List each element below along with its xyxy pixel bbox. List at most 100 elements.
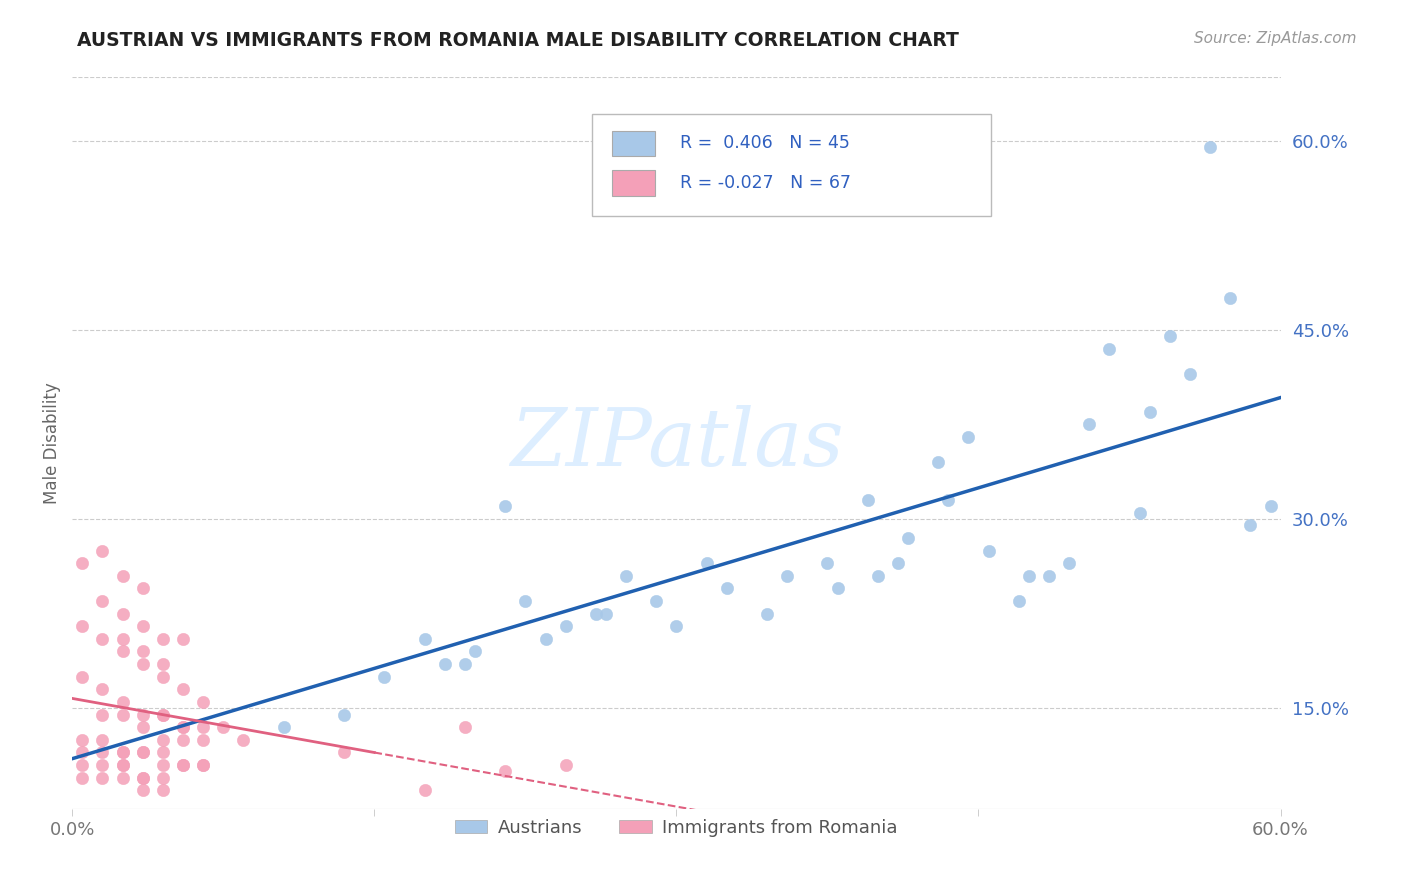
FancyBboxPatch shape xyxy=(592,114,991,217)
Point xyxy=(936,493,959,508)
Point xyxy=(817,556,839,570)
Point xyxy=(554,758,576,772)
Point xyxy=(152,707,174,722)
Point xyxy=(887,556,910,570)
Point xyxy=(1008,594,1031,608)
Y-axis label: Male Disability: Male Disability xyxy=(44,383,60,504)
Point xyxy=(152,632,174,646)
Point xyxy=(132,783,155,797)
Point xyxy=(132,657,155,671)
Point xyxy=(152,771,174,785)
Point xyxy=(1239,518,1261,533)
Point xyxy=(413,783,436,797)
Point xyxy=(111,745,134,759)
Point xyxy=(111,707,134,722)
Point xyxy=(1129,506,1152,520)
Point xyxy=(977,543,1000,558)
Point xyxy=(172,682,194,697)
Point xyxy=(515,594,537,608)
Point xyxy=(756,607,779,621)
Text: R = -0.027   N = 67: R = -0.027 N = 67 xyxy=(681,174,851,192)
Point xyxy=(132,644,155,658)
Point xyxy=(1178,367,1201,381)
Point xyxy=(172,720,194,734)
Point xyxy=(132,707,155,722)
Point xyxy=(696,556,718,570)
Point xyxy=(856,493,879,508)
Point xyxy=(1199,140,1222,154)
Point xyxy=(585,607,607,621)
Point xyxy=(464,644,486,658)
Point xyxy=(413,632,436,646)
Point xyxy=(132,771,155,785)
Point xyxy=(91,771,114,785)
Point xyxy=(373,670,395,684)
Point xyxy=(172,758,194,772)
Point xyxy=(72,670,94,684)
Point xyxy=(454,720,477,734)
Point xyxy=(91,707,114,722)
Point xyxy=(152,670,174,684)
Point xyxy=(132,745,155,759)
Point xyxy=(91,758,114,772)
Point xyxy=(111,745,134,759)
Point xyxy=(1078,417,1101,432)
Point xyxy=(191,758,214,772)
Point xyxy=(333,707,356,722)
Legend: Austrians, Immigrants from Romania: Austrians, Immigrants from Romania xyxy=(447,812,905,844)
Point xyxy=(645,594,668,608)
Point xyxy=(72,732,94,747)
Point xyxy=(827,582,849,596)
Text: ZIPatlas: ZIPatlas xyxy=(509,405,844,482)
Point xyxy=(1159,329,1181,343)
Point xyxy=(172,732,194,747)
Point xyxy=(1260,500,1282,514)
Point xyxy=(152,732,174,747)
Point xyxy=(1098,342,1121,356)
Point xyxy=(866,568,889,582)
Point xyxy=(72,556,94,570)
Point xyxy=(212,720,235,734)
Point xyxy=(191,695,214,709)
FancyBboxPatch shape xyxy=(613,131,655,156)
Point xyxy=(152,783,174,797)
Point xyxy=(232,732,254,747)
Point xyxy=(152,758,174,772)
Point xyxy=(776,568,799,582)
Point xyxy=(595,607,617,621)
Point xyxy=(172,720,194,734)
Point xyxy=(333,745,356,759)
Point xyxy=(454,657,477,671)
Point xyxy=(897,531,920,545)
Point xyxy=(132,582,155,596)
Point xyxy=(91,632,114,646)
Point xyxy=(494,764,516,779)
Point xyxy=(111,644,134,658)
Point xyxy=(494,500,516,514)
Text: Source: ZipAtlas.com: Source: ZipAtlas.com xyxy=(1194,31,1357,46)
Point xyxy=(665,619,688,633)
Point xyxy=(172,632,194,646)
Point xyxy=(132,619,155,633)
Point xyxy=(91,682,114,697)
Point xyxy=(1139,405,1161,419)
Point xyxy=(91,745,114,759)
FancyBboxPatch shape xyxy=(613,170,655,196)
Point xyxy=(111,758,134,772)
Point xyxy=(91,594,114,608)
Point xyxy=(1057,556,1080,570)
Point xyxy=(1018,568,1040,582)
Point xyxy=(1038,568,1060,582)
Point xyxy=(152,707,174,722)
Point xyxy=(132,745,155,759)
Point xyxy=(534,632,557,646)
Point xyxy=(1219,291,1241,305)
Point xyxy=(273,720,295,734)
Point xyxy=(132,771,155,785)
Point xyxy=(91,732,114,747)
Point xyxy=(111,771,134,785)
Text: AUSTRIAN VS IMMIGRANTS FROM ROMANIA MALE DISABILITY CORRELATION CHART: AUSTRIAN VS IMMIGRANTS FROM ROMANIA MALE… xyxy=(77,31,959,50)
Point xyxy=(554,619,576,633)
Point xyxy=(72,771,94,785)
Point xyxy=(132,720,155,734)
